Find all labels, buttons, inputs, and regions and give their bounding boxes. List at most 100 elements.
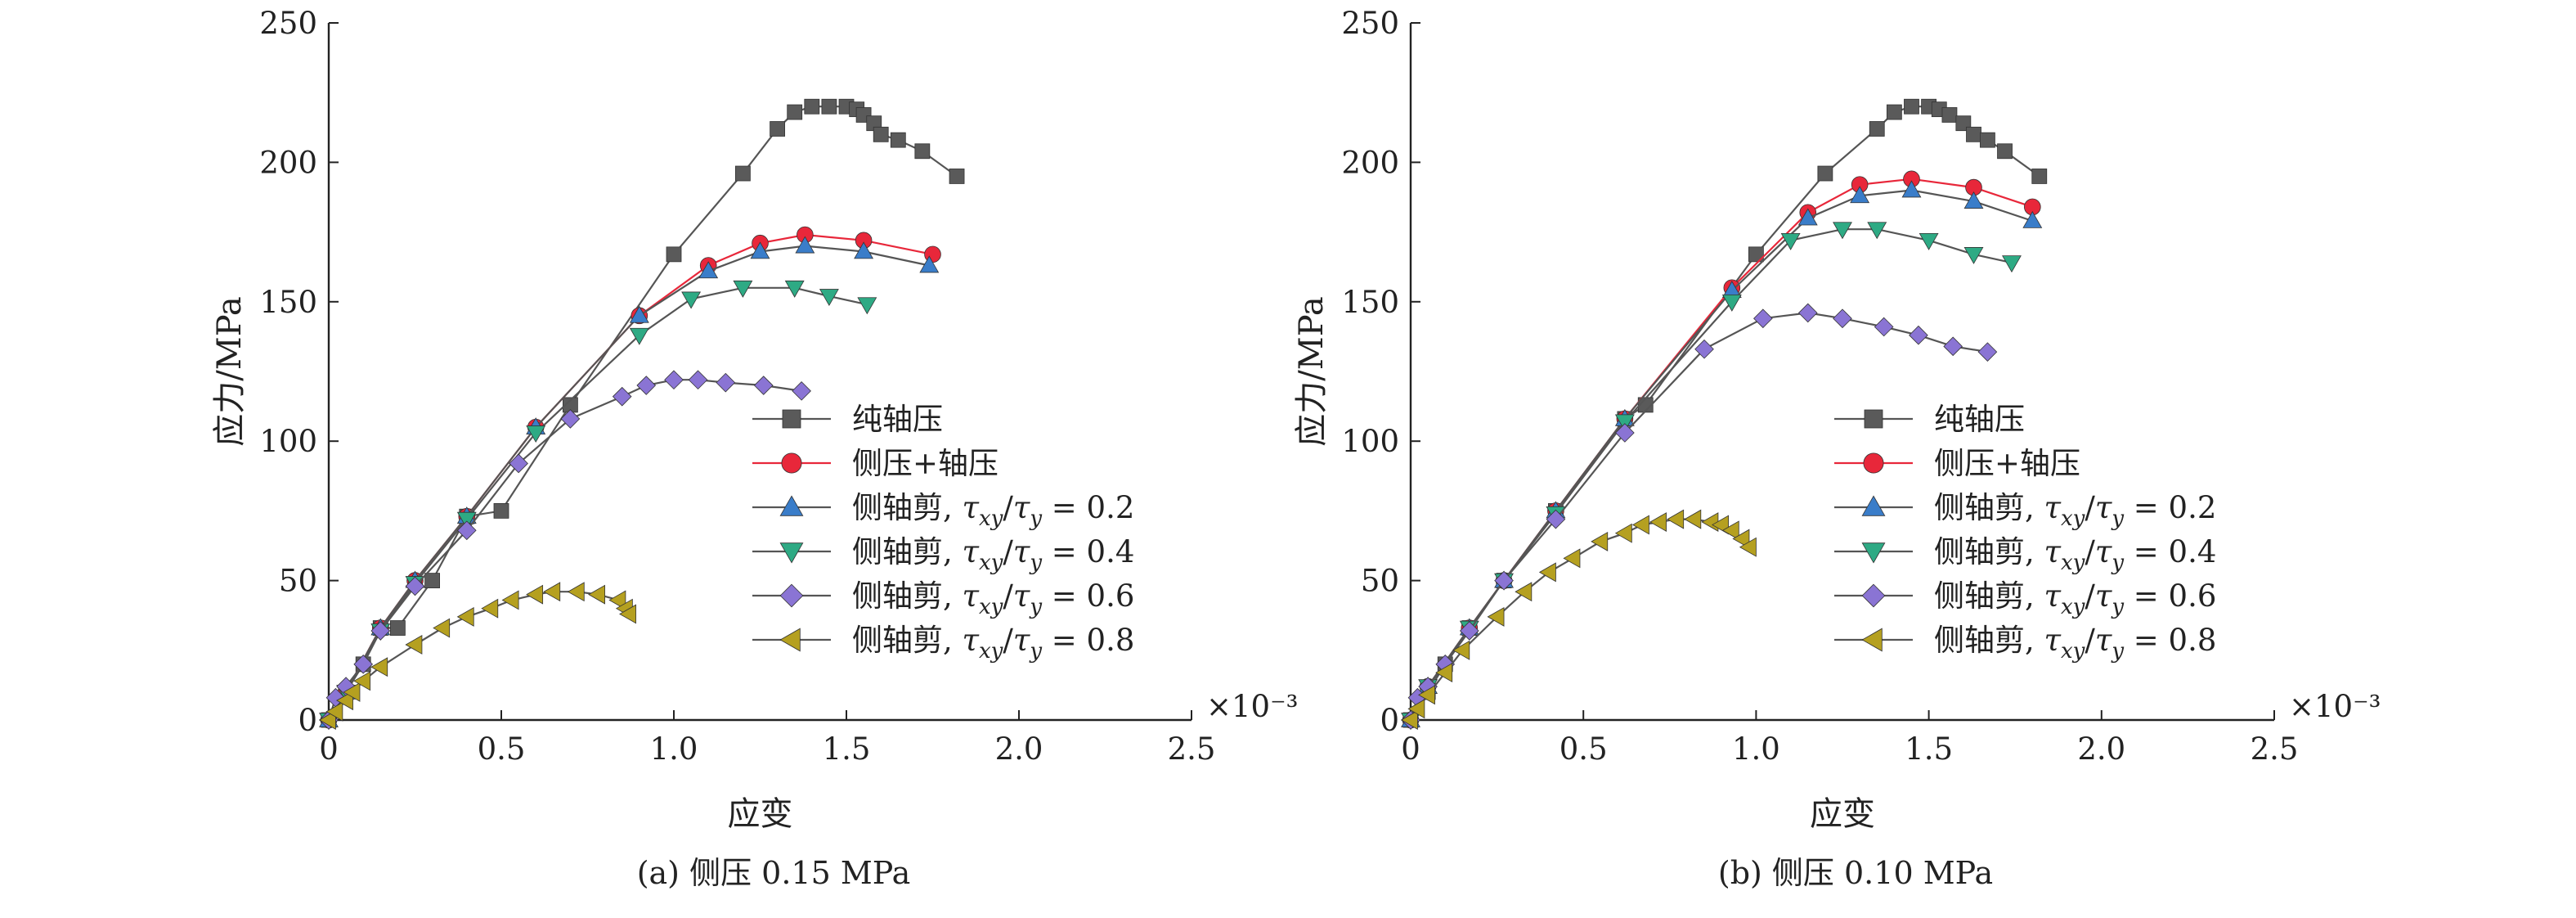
- data-point: [343, 682, 361, 702]
- data-point: [1963, 191, 1984, 209]
- data-point: [688, 370, 708, 390]
- data-point: [560, 409, 581, 429]
- data-point: [526, 584, 544, 605]
- x-tick-label: 0.5: [1560, 731, 1608, 767]
- data-point: [1452, 640, 1470, 660]
- x-tick-label: 1.5: [823, 731, 871, 767]
- series-4: [1401, 303, 1998, 730]
- data-point: [1418, 685, 1435, 705]
- data-point: [1591, 531, 1609, 551]
- legend-label-1: 侧压+轴压: [1934, 446, 2080, 481]
- data-point: [588, 584, 605, 605]
- data-point: [543, 582, 561, 602]
- data-point: [456, 606, 474, 627]
- data-point: [336, 691, 353, 711]
- data-point: [1614, 523, 1632, 543]
- data-point: [1487, 606, 1505, 627]
- y-tick-label: 250: [259, 6, 317, 41]
- x-tick-label: 0.5: [478, 731, 526, 767]
- y-tick-label: 100: [259, 424, 317, 459]
- data-point: [1963, 247, 1984, 264]
- data-point: [405, 576, 425, 596]
- data-point: [1667, 509, 1685, 529]
- data-point: [733, 280, 753, 298]
- data-point: [1684, 509, 1702, 529]
- data-point: [1563, 548, 1581, 569]
- data-point: [325, 701, 343, 722]
- data-point: [1494, 570, 1514, 591]
- x-tick-label: 0: [1401, 731, 1420, 767]
- data-point: [1753, 308, 1773, 329]
- data-point: [666, 246, 682, 263]
- legend-marker: [1861, 628, 1883, 652]
- x-tick-label: 1.0: [1732, 731, 1780, 767]
- y-tick-label: 0: [298, 703, 317, 738]
- data-point: [735, 165, 751, 182]
- y-tick-label: 200: [1341, 145, 1399, 180]
- data-point: [1909, 325, 1928, 345]
- data-point: [1867, 222, 1887, 240]
- data-point: [608, 590, 626, 610]
- data-point: [1977, 342, 1998, 362]
- data-point: [890, 132, 906, 148]
- data-point: [873, 126, 889, 142]
- data-point: [456, 520, 477, 541]
- data-point: [1732, 529, 1750, 549]
- x-tick-label: 2.5: [1168, 731, 1216, 767]
- data-point: [619, 604, 636, 624]
- legend-label-4: 侧轴剪, τxy/τy = 0.6: [1934, 578, 2216, 619]
- x-axis-label: 应变: [1810, 795, 1875, 833]
- data-point: [857, 297, 877, 315]
- x-tick-label: 2.0: [2077, 731, 2125, 767]
- data-point: [1797, 208, 1818, 226]
- data-point: [636, 376, 657, 395]
- data-point: [854, 241, 874, 259]
- data-point: [1886, 104, 1902, 120]
- data-point: [1980, 132, 1995, 148]
- y-tick-label: 250: [1341, 6, 1399, 41]
- x-multiplier: ×10⁻³: [2289, 689, 2381, 724]
- data-point: [1833, 222, 1852, 240]
- legend-marker: [779, 583, 804, 608]
- data-point: [1546, 509, 1566, 529]
- data-point: [370, 621, 391, 641]
- legend-marker: [779, 628, 801, 652]
- data-point: [405, 635, 423, 655]
- legend-marker: [1861, 583, 1886, 608]
- legend-marker: [1861, 542, 1886, 564]
- panel-a: 0 0.5 1.0 1.5 2.0 2.5 0 50 100 150 200 250 ×10⁻³ 应变 应力…: [211, 6, 1298, 833]
- series-5: [318, 582, 636, 730]
- y-tick-label: 150: [259, 285, 317, 320]
- y-tick-label: 150: [1341, 285, 1399, 320]
- data-point: [1631, 515, 1649, 535]
- data-point: [424, 573, 440, 588]
- data-point: [753, 376, 774, 395]
- data-point: [1966, 126, 1981, 142]
- x-tick-label: 2.5: [2251, 731, 2299, 767]
- data-point: [526, 425, 546, 443]
- data-point: [1407, 699, 1425, 719]
- legend-label-2: 侧轴剪, τxy/τy = 0.2: [852, 490, 1134, 531]
- data-point: [456, 511, 477, 529]
- series-line: [328, 245, 930, 721]
- x-tick-label: 0: [319, 731, 339, 767]
- data-point: [509, 453, 528, 474]
- legend-marker: [779, 542, 804, 564]
- data-point: [2031, 169, 2048, 184]
- panel-b: 0 0.5 1.0 1.5 2.0 2.5 0 50 100 150 200 250 ×10⁻³ 应变 应力…: [1293, 6, 2381, 833]
- x-axis-label: 应变: [728, 795, 793, 833]
- data-point: [481, 598, 499, 619]
- data-point: [1459, 621, 1479, 641]
- data-point: [1833, 308, 1852, 329]
- data-point: [1739, 537, 1757, 557]
- series-line: [327, 379, 802, 721]
- data-point: [2022, 210, 2043, 228]
- data-point: [821, 98, 837, 115]
- legend-marker: [782, 409, 801, 429]
- data-point: [819, 289, 839, 307]
- data-point: [1850, 186, 1870, 204]
- data-point: [919, 255, 940, 273]
- data-point: [1538, 562, 1556, 583]
